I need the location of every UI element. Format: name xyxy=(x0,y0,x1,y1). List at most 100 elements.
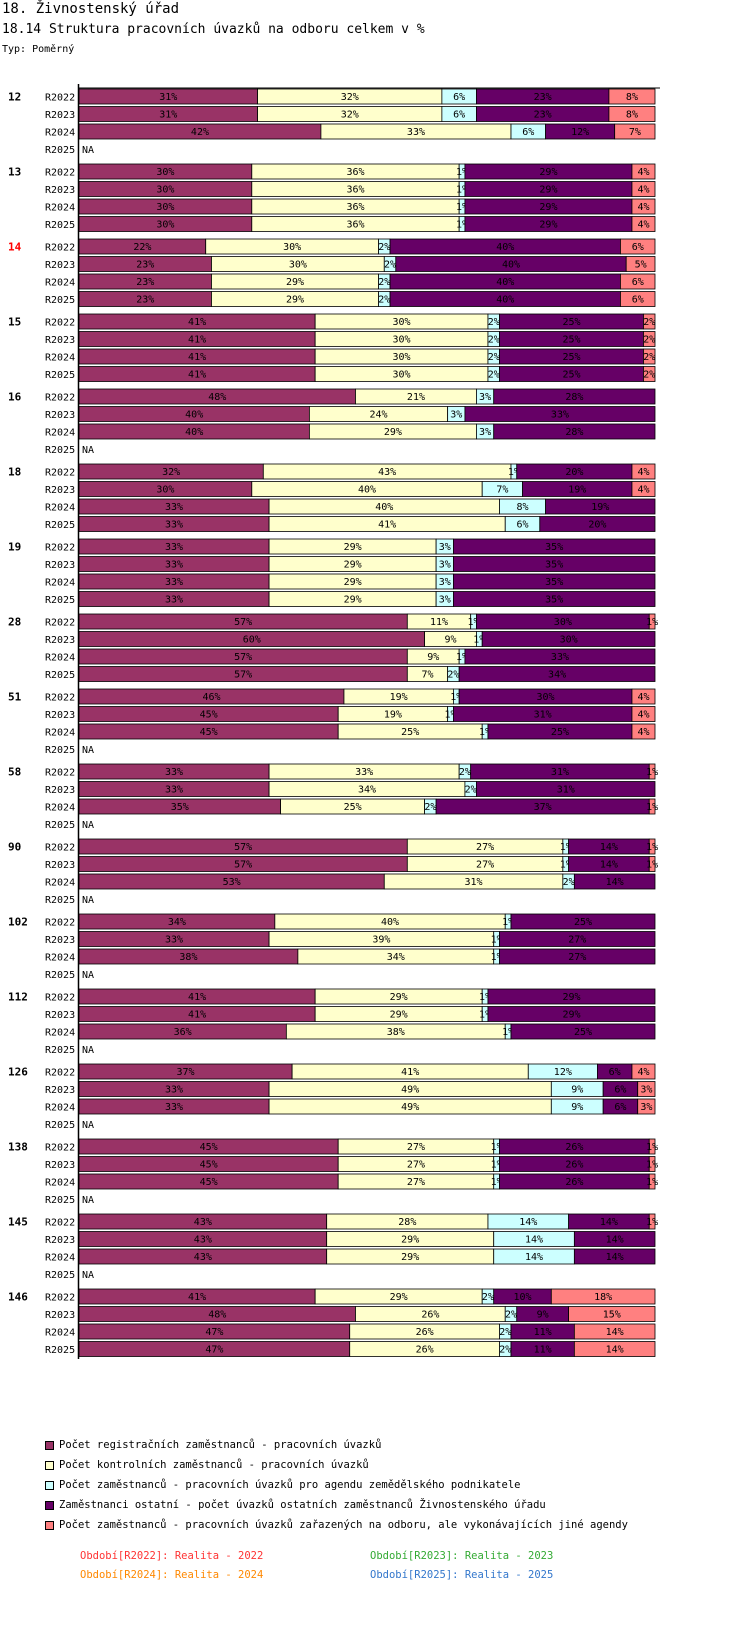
data-label: 14% xyxy=(606,1345,624,1356)
data-label: 29% xyxy=(539,167,557,178)
group-label: 90 xyxy=(8,841,21,854)
data-label: 30% xyxy=(537,692,555,703)
data-label: 33% xyxy=(165,1085,183,1096)
data-label: 30% xyxy=(156,185,174,196)
data-label: 33% xyxy=(165,785,183,796)
data-label: 23% xyxy=(136,295,154,306)
data-label: 29% xyxy=(390,992,408,1003)
period-label: R2022 xyxy=(45,843,75,854)
data-label: 32% xyxy=(162,467,180,478)
data-label: 1% xyxy=(456,220,468,231)
data-label: 6% xyxy=(632,295,644,306)
group-label: 51 xyxy=(8,691,22,704)
data-label: 4% xyxy=(637,727,649,738)
bar-segment xyxy=(631,181,656,197)
data-label: 6% xyxy=(453,92,465,103)
data-label: 33% xyxy=(165,595,183,606)
period-label: R2022 xyxy=(45,318,75,329)
data-label: 40% xyxy=(381,917,399,928)
data-label: 25% xyxy=(574,917,592,928)
data-label: 1% xyxy=(646,617,658,628)
data-label: 4% xyxy=(637,710,649,721)
data-label: 35% xyxy=(545,560,563,571)
data-label: 21% xyxy=(407,392,425,403)
data-label: 30% xyxy=(156,220,174,231)
data-label: 48% xyxy=(208,1310,226,1321)
data-label: 26% xyxy=(416,1327,434,1338)
period-2023: Období[R2023]: Realita - 2023 xyxy=(370,1550,554,1562)
data-label: 40% xyxy=(375,502,393,513)
data-label: 1% xyxy=(479,1010,491,1021)
period-2024: Období[R2024]: Realita - 2024 xyxy=(80,1569,264,1581)
data-label: 49% xyxy=(401,1085,419,1096)
data-label: 25% xyxy=(344,802,362,813)
period-label: R2022 xyxy=(45,1143,75,1154)
period-label: R2023 xyxy=(45,710,75,721)
data-label: 47% xyxy=(205,1345,223,1356)
legend-swatch-other-staff xyxy=(45,1501,54,1510)
data-label: 2% xyxy=(643,335,655,346)
data-label: 35% xyxy=(545,542,563,553)
data-label: 14% xyxy=(606,1235,624,1246)
data-label: 26% xyxy=(416,1345,434,1356)
data-label: 27% xyxy=(476,860,494,871)
data-label: 31% xyxy=(557,785,575,796)
data-label: 4% xyxy=(637,167,649,178)
bar-segment xyxy=(643,331,656,347)
bar-segment xyxy=(487,988,656,1005)
group-label: 146 xyxy=(8,1291,28,1304)
data-label: 33% xyxy=(551,652,569,663)
legend-swatch-other-agendas xyxy=(45,1521,54,1530)
data-label: 1% xyxy=(456,202,468,213)
data-label: 1% xyxy=(560,842,572,853)
period-label: R2022 xyxy=(45,393,75,404)
period-label: R2024 xyxy=(45,653,75,664)
period-label: R2022 xyxy=(45,918,75,929)
data-label: 45% xyxy=(200,1160,218,1171)
data-label: 57% xyxy=(234,860,252,871)
data-label: 4% xyxy=(637,185,649,196)
data-label: 6% xyxy=(516,520,528,531)
data-label: 11% xyxy=(534,1327,552,1338)
data-label: 33% xyxy=(551,410,569,421)
data-label: 2% xyxy=(488,317,500,328)
bar-segment xyxy=(648,763,656,780)
group-label: 138 xyxy=(8,1141,28,1154)
data-label: 6% xyxy=(614,1085,626,1096)
data-label: 2% xyxy=(459,767,471,778)
data-label: 2% xyxy=(384,260,396,271)
period-label: R2023 xyxy=(45,1160,75,1171)
data-label: 20% xyxy=(565,467,583,478)
data-label: 42% xyxy=(191,127,209,138)
data-label: 1% xyxy=(508,467,520,478)
bar-segment xyxy=(452,556,656,572)
data-label: 37% xyxy=(177,1067,195,1078)
data-label: 12% xyxy=(571,127,589,138)
period-2022: Období[R2022]: Realita - 2022 xyxy=(80,1550,264,1562)
data-label: 30% xyxy=(393,370,411,381)
na-label: NA xyxy=(82,1270,94,1281)
data-label: 26% xyxy=(565,1142,583,1153)
data-label: 1% xyxy=(491,1177,503,1188)
data-label: 1% xyxy=(450,692,462,703)
data-label: 29% xyxy=(286,295,304,306)
data-label: 33% xyxy=(165,767,183,778)
data-label: 41% xyxy=(188,992,206,1003)
data-label: 6% xyxy=(522,127,534,138)
data-label: 14% xyxy=(525,1235,543,1246)
period-label: R2024 xyxy=(45,1328,75,1339)
data-label: 6% xyxy=(632,242,644,253)
na-label: NA xyxy=(82,1195,94,1206)
data-label: 30% xyxy=(283,242,301,253)
data-label: 30% xyxy=(156,202,174,213)
data-label: 40% xyxy=(496,295,514,306)
data-label: 27% xyxy=(568,935,586,946)
data-label: 4% xyxy=(637,202,649,213)
data-label: 38% xyxy=(179,952,197,963)
data-label: 2% xyxy=(488,352,500,363)
period-label: R2023 xyxy=(45,335,75,346)
data-label: 2% xyxy=(488,335,500,346)
bar-segment xyxy=(573,1323,656,1340)
data-label: 25% xyxy=(401,727,419,738)
bar-segment xyxy=(510,913,656,930)
